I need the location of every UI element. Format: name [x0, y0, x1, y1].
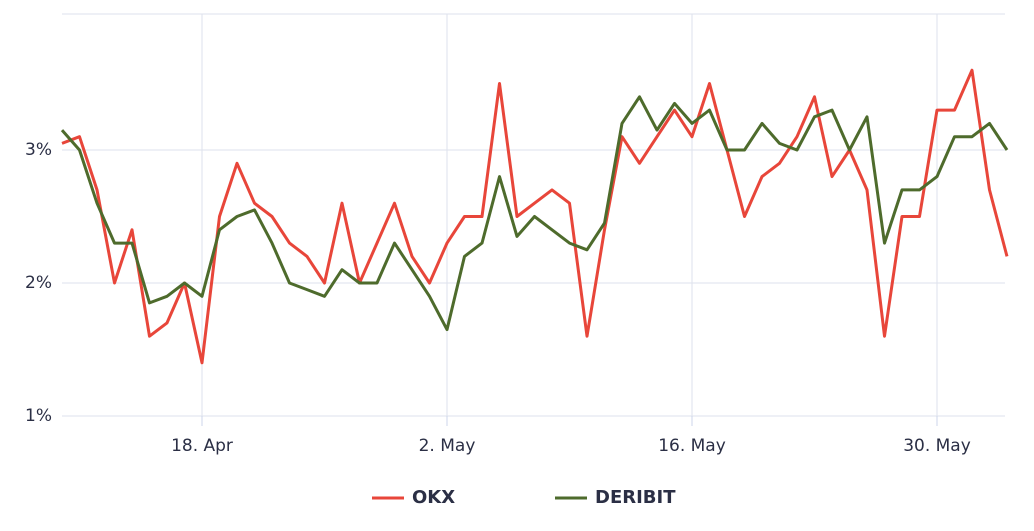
legend-label: DERIBIT	[595, 487, 676, 508]
y-tick-label: 1%	[25, 406, 52, 426]
legend-label: OKX	[412, 487, 455, 508]
x-tick-label: 18. Apr	[171, 436, 233, 456]
y-tick-label: 3%	[25, 140, 52, 160]
x-tick-label: 30. May	[903, 436, 971, 456]
x-tick-label: 16. May	[658, 436, 726, 456]
series-line	[60, 95, 1009, 332]
y-tick-label: 2%	[25, 273, 52, 293]
x-tick-label: 2. May	[419, 436, 476, 456]
